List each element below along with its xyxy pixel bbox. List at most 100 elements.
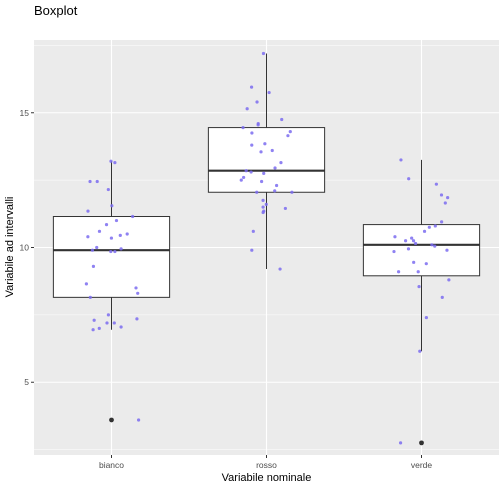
jitter-point <box>262 171 266 175</box>
jitter-point <box>255 190 259 194</box>
jitter-point <box>273 189 277 193</box>
jitter-point <box>424 262 428 266</box>
jitter-point <box>270 148 274 153</box>
jitter-point <box>417 284 421 289</box>
jitter-point <box>427 225 431 229</box>
jitter-point <box>92 318 96 322</box>
jitter-point <box>110 204 114 208</box>
jitter-point <box>131 214 135 219</box>
jitter-point <box>109 236 114 240</box>
jitter-point <box>239 178 243 182</box>
jitter-point <box>251 229 255 233</box>
jitter-point <box>261 205 265 209</box>
jitter-point <box>113 161 117 165</box>
jitter-point <box>119 325 123 329</box>
jitter-point <box>443 201 447 205</box>
jitter-point <box>411 239 416 243</box>
x-axis-title: Variabile nominale <box>222 472 312 484</box>
jitter-point <box>274 183 279 188</box>
y-tick-label: 5 <box>24 377 29 387</box>
jitter-point <box>125 232 129 236</box>
jitter-point <box>278 267 282 271</box>
jitter-point <box>97 229 102 233</box>
jitter-point <box>280 117 284 122</box>
jitter-point <box>440 295 444 299</box>
jitter-point <box>413 241 418 246</box>
outlier-point <box>109 417 114 423</box>
x-tick-label: verde <box>411 460 433 470</box>
jitter-point <box>135 317 139 321</box>
jitter-point <box>91 328 95 332</box>
jitter-point <box>136 418 141 422</box>
jitter-point <box>439 193 444 197</box>
jitter-point <box>105 321 109 325</box>
jitter-point <box>396 270 401 274</box>
jitter-point <box>84 282 88 286</box>
jitter-point <box>86 235 90 239</box>
jitter-point <box>260 179 264 184</box>
jitter-point <box>445 248 449 252</box>
jitter-point <box>283 206 287 211</box>
outlier-point <box>419 440 424 446</box>
jitter-point <box>95 179 99 184</box>
jitter-point <box>250 248 254 252</box>
jitter-point <box>241 125 245 130</box>
jitter-point <box>250 131 254 135</box>
jitter-point <box>267 90 271 95</box>
x-tick-label: rosso <box>256 460 277 470</box>
jitter-point <box>406 247 411 251</box>
jitter-point <box>273 166 277 170</box>
jitter-point <box>259 150 263 154</box>
jitter-point <box>106 313 110 317</box>
jitter-points <box>84 51 451 445</box>
jitter-point <box>433 244 437 248</box>
box-rosso <box>207 127 326 193</box>
jitter-point <box>97 326 101 330</box>
jitter-point <box>114 218 119 223</box>
jitter-point <box>136 291 140 295</box>
jitter-point <box>109 159 113 163</box>
jitter-point <box>95 245 99 250</box>
jitter-point <box>113 249 117 254</box>
jitter-point <box>440 220 444 224</box>
jitter-point <box>245 107 249 111</box>
jitter-point <box>244 169 248 173</box>
jitter-point <box>416 270 420 274</box>
jitter-point <box>261 210 265 215</box>
jitter-point <box>404 239 408 243</box>
jitter-point <box>109 249 113 254</box>
jitter-point <box>104 222 109 227</box>
jitter-point <box>412 260 416 264</box>
y-tick-label: 15 <box>20 108 30 118</box>
jitter-point <box>399 158 403 162</box>
jitter-point <box>90 248 95 252</box>
boxes <box>52 53 481 446</box>
jitter-point <box>88 295 92 299</box>
jitter-point <box>264 202 268 206</box>
jitter-point <box>249 170 253 174</box>
axes: 5 10 15 bianco rosso verde <box>20 108 433 470</box>
jitter-point <box>112 321 116 325</box>
jitter-point <box>261 198 265 202</box>
jitter-point <box>249 85 254 89</box>
jitter-point <box>392 249 396 254</box>
jitter-point <box>255 100 259 104</box>
box-bianco <box>52 216 171 298</box>
jitter-point <box>433 224 437 228</box>
jitter-point <box>88 179 92 184</box>
jitter-point <box>434 182 438 186</box>
x-tick-label: bianco <box>99 460 124 470</box>
jitter-point <box>279 161 283 165</box>
jitter-point <box>447 278 451 282</box>
jitter-point <box>106 187 110 192</box>
y-axis-title: Variabile ad intervalli <box>4 197 16 298</box>
jitter-point <box>418 349 422 353</box>
jitter-point <box>119 247 123 251</box>
jitter-point <box>398 441 403 445</box>
jitter-point <box>134 286 138 290</box>
jitter-point <box>261 51 266 56</box>
jitter-point <box>256 123 260 127</box>
jitter-point <box>288 130 292 134</box>
jitter-point <box>430 243 434 247</box>
